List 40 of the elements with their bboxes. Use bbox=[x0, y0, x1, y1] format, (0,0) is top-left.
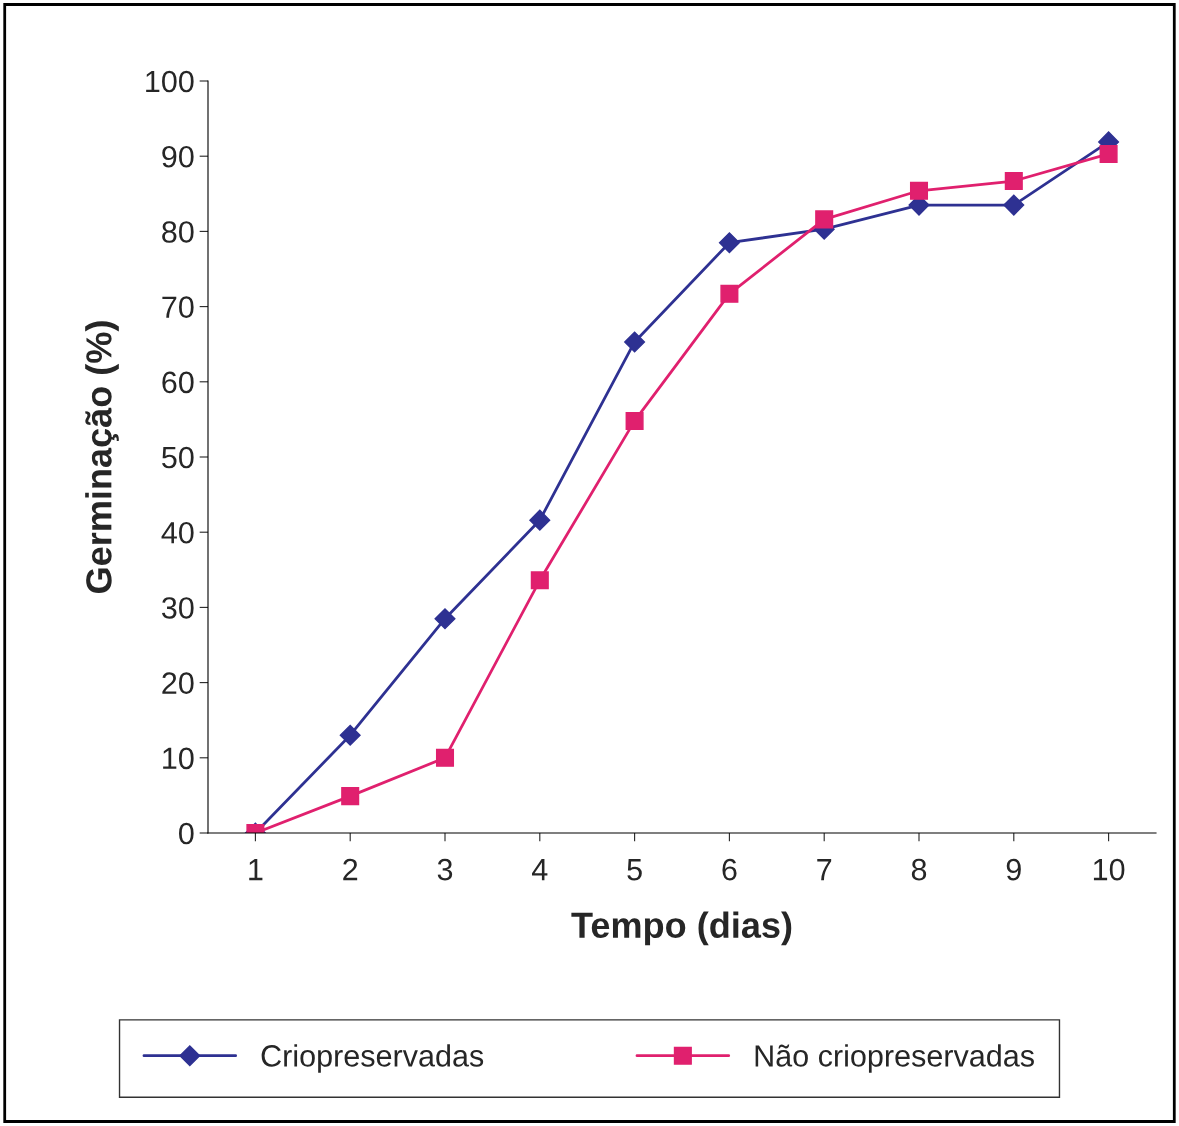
point bbox=[718, 232, 740, 254]
point bbox=[625, 411, 644, 430]
y-tick-label: 40 bbox=[161, 521, 194, 544]
point bbox=[624, 331, 646, 353]
point bbox=[341, 787, 360, 806]
point bbox=[530, 571, 549, 590]
point bbox=[434, 608, 456, 630]
x-tick-label: 10 bbox=[1093, 858, 1125, 881]
point bbox=[529, 509, 551, 531]
point bbox=[1004, 171, 1023, 191]
y-axis-title: Germinação (%) bbox=[85, 321, 119, 593]
x-axis-title: Tempo (dias) bbox=[571, 911, 792, 946]
y-tick-label: 0 bbox=[179, 822, 194, 845]
point bbox=[815, 210, 834, 229]
legend-label: Não criopreservadas bbox=[755, 1044, 1034, 1073]
y-tick-label: 50 bbox=[162, 446, 194, 469]
y-tick-label: 80 bbox=[162, 221, 194, 243]
x-tick-label: 5 bbox=[627, 859, 642, 881]
x-tick-label: 3 bbox=[437, 858, 453, 881]
x-tick-label: 8 bbox=[911, 858, 927, 881]
x-tick-label: 1 bbox=[249, 859, 263, 881]
y-tick-label: 100 bbox=[146, 70, 194, 93]
x-tick-label: 2 bbox=[343, 858, 358, 881]
y-tick-label: 30 bbox=[161, 597, 194, 619]
point bbox=[1003, 194, 1025, 216]
x-tick-label: 4 bbox=[532, 859, 548, 881]
x-tick-label: 9 bbox=[1006, 858, 1021, 881]
y-tick-label: 10 bbox=[163, 747, 194, 770]
point bbox=[435, 748, 455, 767]
y-tick-label: 70 bbox=[162, 296, 194, 318]
x-tick-label: 7 bbox=[817, 859, 832, 881]
point bbox=[339, 724, 361, 746]
point bbox=[909, 181, 929, 200]
y-tick-label: 60 bbox=[162, 371, 194, 394]
y-tick-label: 20 bbox=[162, 672, 194, 694]
point bbox=[1099, 144, 1118, 163]
legend-label: Criopreservadas bbox=[261, 1044, 484, 1073]
x-tick-label: 6 bbox=[722, 858, 737, 881]
point bbox=[720, 284, 739, 303]
y-tick-label: 90 bbox=[162, 145, 194, 168]
